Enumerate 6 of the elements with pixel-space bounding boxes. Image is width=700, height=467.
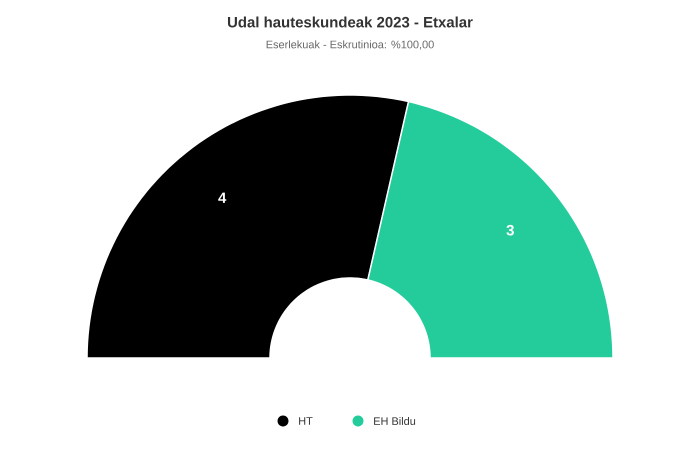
chart-subtitle: Eserlekuak - Eskrutinioa: %100,00	[266, 40, 434, 50]
data-label: 3	[506, 224, 514, 236]
legend-label: EH Bildu	[374, 416, 416, 426]
chart-title: Udal hauteskundeak 2023 - Etxalar	[228, 16, 473, 28]
legend-label: HT	[299, 417, 313, 425]
data-label: 4	[218, 192, 226, 203]
